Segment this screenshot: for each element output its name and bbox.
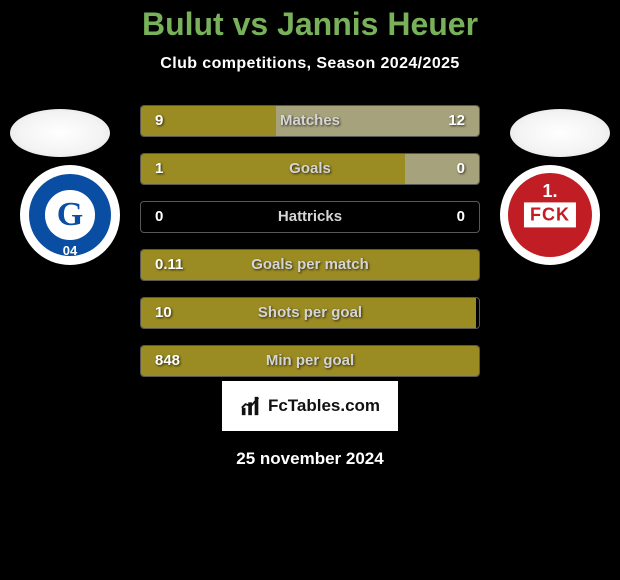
stat-value-left: 848 xyxy=(155,346,180,376)
stat-value-right: 12 xyxy=(448,106,465,136)
stat-label: Hattricks xyxy=(141,202,479,232)
stat-label: Shots per goal xyxy=(141,298,479,328)
stat-row: Min per goal848 xyxy=(140,345,480,377)
comparison-card: Bulut vs Jannis Heuer Club competitions,… xyxy=(0,0,620,580)
stat-value-right: 0 xyxy=(457,154,465,184)
stat-row: Goals1 0 xyxy=(140,153,480,185)
schalke-04-text: 04 xyxy=(63,243,77,258)
stat-label: Goals per match xyxy=(141,250,479,280)
page-title: Bulut vs Jannis Heuer xyxy=(0,0,620,43)
stat-row: Goals per match0.11 xyxy=(140,249,480,281)
fck-badge: 1. FCK xyxy=(500,165,600,265)
snapshot-date: 25 november 2024 xyxy=(0,449,620,469)
stat-label: Matches xyxy=(141,106,479,136)
fck-rect-text: FCK xyxy=(524,202,576,227)
player-right-photo xyxy=(510,109,610,157)
comparison-body: G 04 1. FCK Matches912Goals10Hattricks00… xyxy=(0,105,620,369)
club-badge-left: G 04 xyxy=(20,165,120,265)
page-subtitle: Club competitions, Season 2024/2025 xyxy=(0,55,620,73)
stat-label: Min per goal xyxy=(141,346,479,376)
watermark-text: FcTables.com xyxy=(268,396,380,416)
stats-icon xyxy=(240,395,262,417)
stat-value-left: 10 xyxy=(155,298,172,328)
stat-label: Goals xyxy=(141,154,479,184)
stat-value-left: 1 xyxy=(155,154,163,184)
stat-row: Shots per goal10 xyxy=(140,297,480,329)
stat-bars: Matches912Goals10Hattricks00Goals per ma… xyxy=(140,105,480,393)
fck-top-text: 1. xyxy=(542,181,557,202)
stat-value-right: 0 xyxy=(457,202,465,232)
stat-value-left: 0.11 xyxy=(155,250,183,280)
player-left-photo xyxy=(10,109,110,157)
stat-value-left: 9 xyxy=(155,106,163,136)
club-badge-right: 1. FCK xyxy=(500,165,600,265)
stat-row: Matches9 12 xyxy=(140,105,480,137)
stat-row: Hattricks0 0 xyxy=(140,201,480,233)
stat-value-left: 0 xyxy=(155,202,163,232)
schalke-badge: G 04 xyxy=(20,165,120,265)
schalke-letter: G xyxy=(57,198,83,232)
